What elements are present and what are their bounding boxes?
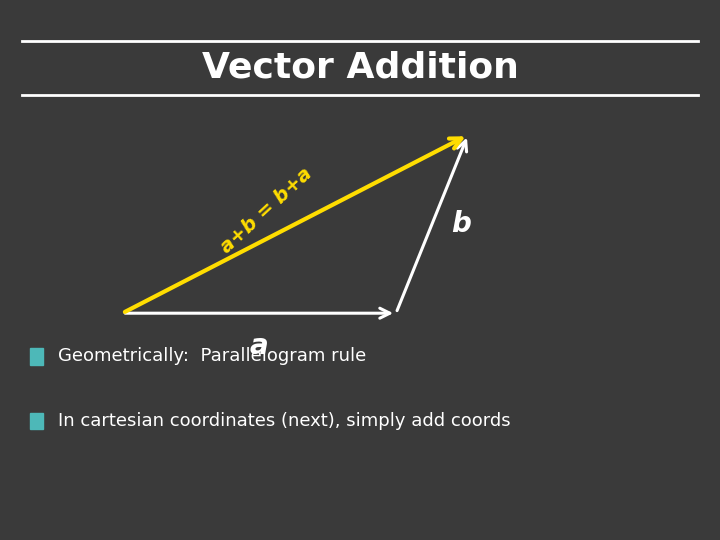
Text: a+b = b+a: a+b = b+a (217, 164, 316, 257)
Text: In cartesian coordinates (next), simply add coords: In cartesian coordinates (next), simply … (58, 412, 510, 430)
Bar (30, 413, 43, 429)
Text: Vector Addition: Vector Addition (202, 51, 518, 84)
Text: Geometrically:  Parallelogram rule: Geometrically: Parallelogram rule (58, 347, 366, 366)
Bar (30, 348, 43, 364)
Text: b: b (451, 210, 471, 238)
Text: a: a (250, 332, 269, 360)
